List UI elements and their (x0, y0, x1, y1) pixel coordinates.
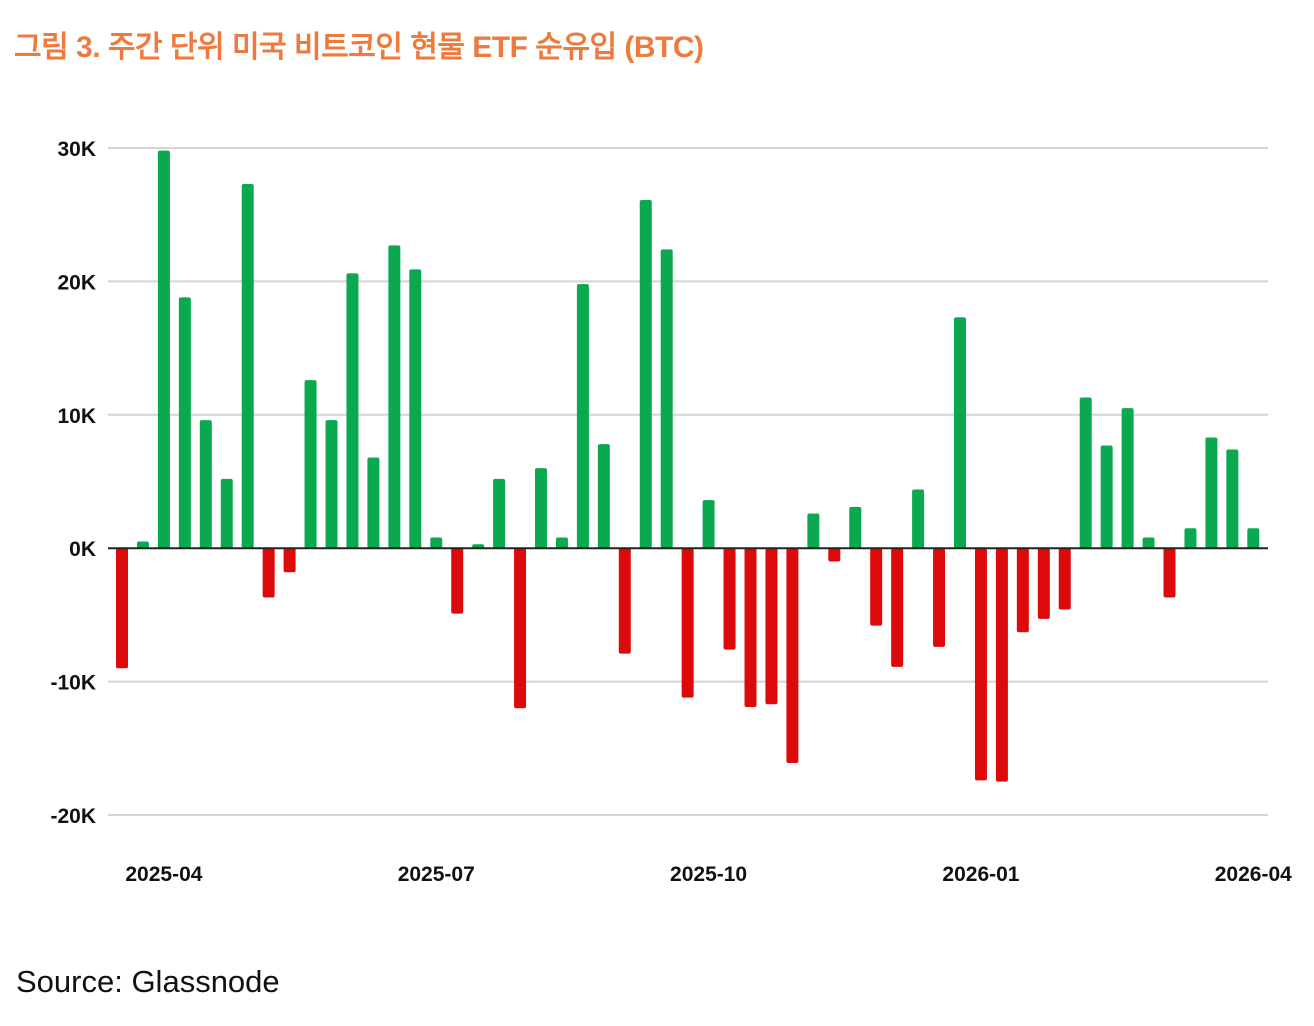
bar (1163, 548, 1176, 598)
bar (974, 548, 987, 781)
bar (241, 184, 254, 549)
bar (597, 444, 610, 549)
bar (116, 548, 128, 669)
bar (723, 548, 736, 650)
bar (136, 541, 149, 549)
x-tick-label: 2026-04 (1215, 863, 1292, 886)
bar (1226, 449, 1239, 549)
y-tick-label: 0K (69, 538, 96, 561)
bar (262, 548, 275, 598)
x-tick-label: 2026-01 (942, 863, 1019, 886)
bar (493, 478, 506, 549)
bar (891, 548, 904, 667)
y-tick-label: 20K (57, 271, 96, 294)
bar (430, 537, 443, 549)
bar (1016, 548, 1029, 633)
bar (157, 150, 170, 549)
bar (451, 548, 464, 614)
bar (1121, 408, 1134, 549)
bar (283, 548, 296, 573)
bar-chart: 30K 20K 10K 0K -10K -20K 2025-04 2025-07 2025-1… (50, 138, 1292, 886)
bar (555, 537, 568, 549)
bar (514, 548, 527, 709)
bar (199, 420, 212, 549)
bar (388, 245, 401, 549)
bars (116, 150, 1260, 782)
y-tick-label: 10K (57, 405, 96, 428)
bar (870, 548, 883, 626)
bar (995, 548, 1008, 782)
bar (576, 284, 589, 549)
bar (660, 249, 673, 549)
bar (849, 506, 862, 549)
bar (912, 489, 925, 549)
bar (1100, 445, 1113, 549)
bar (1037, 548, 1050, 619)
bar (325, 420, 338, 549)
bar (304, 380, 317, 549)
bar (367, 457, 380, 549)
y-tick-labels: 30K 20K 10K 0K -10K -20K (50, 138, 96, 828)
bar (535, 468, 547, 549)
x-tick-label: 2025-10 (670, 863, 747, 886)
bar (409, 269, 422, 549)
bar (1205, 437, 1218, 549)
bar (639, 200, 652, 549)
gridlines (108, 147, 1268, 816)
bar (178, 297, 191, 549)
bar (681, 548, 694, 698)
bar (1079, 397, 1092, 549)
x-tick-labels: 2025-04 2025-07 2025-10 2026-01 2026-04 (125, 863, 1292, 886)
bar (933, 548, 946, 647)
chart-title: 그림 3. 주간 단위 미국 비트코인 현물 ETF 순유입 (BTC) (14, 31, 704, 64)
bar (618, 548, 631, 654)
bar (1058, 548, 1071, 610)
bar (807, 513, 820, 549)
bar (786, 548, 799, 763)
x-tick-label: 2025-04 (125, 863, 202, 886)
bar (220, 478, 233, 549)
y-tick-label: -20K (50, 805, 96, 828)
bar (765, 548, 778, 705)
bar (744, 548, 757, 707)
bar (1184, 528, 1197, 549)
bar (702, 500, 715, 549)
x-tick-label: 2025-07 (398, 863, 475, 886)
bar (1247, 528, 1260, 549)
y-tick-label: 30K (57, 138, 96, 161)
bar (346, 273, 359, 549)
bar (954, 317, 966, 549)
bar (828, 548, 841, 562)
y-tick-label: -10K (50, 672, 96, 695)
bar (1142, 537, 1155, 549)
source-note: Source: Glassnode (16, 964, 280, 999)
